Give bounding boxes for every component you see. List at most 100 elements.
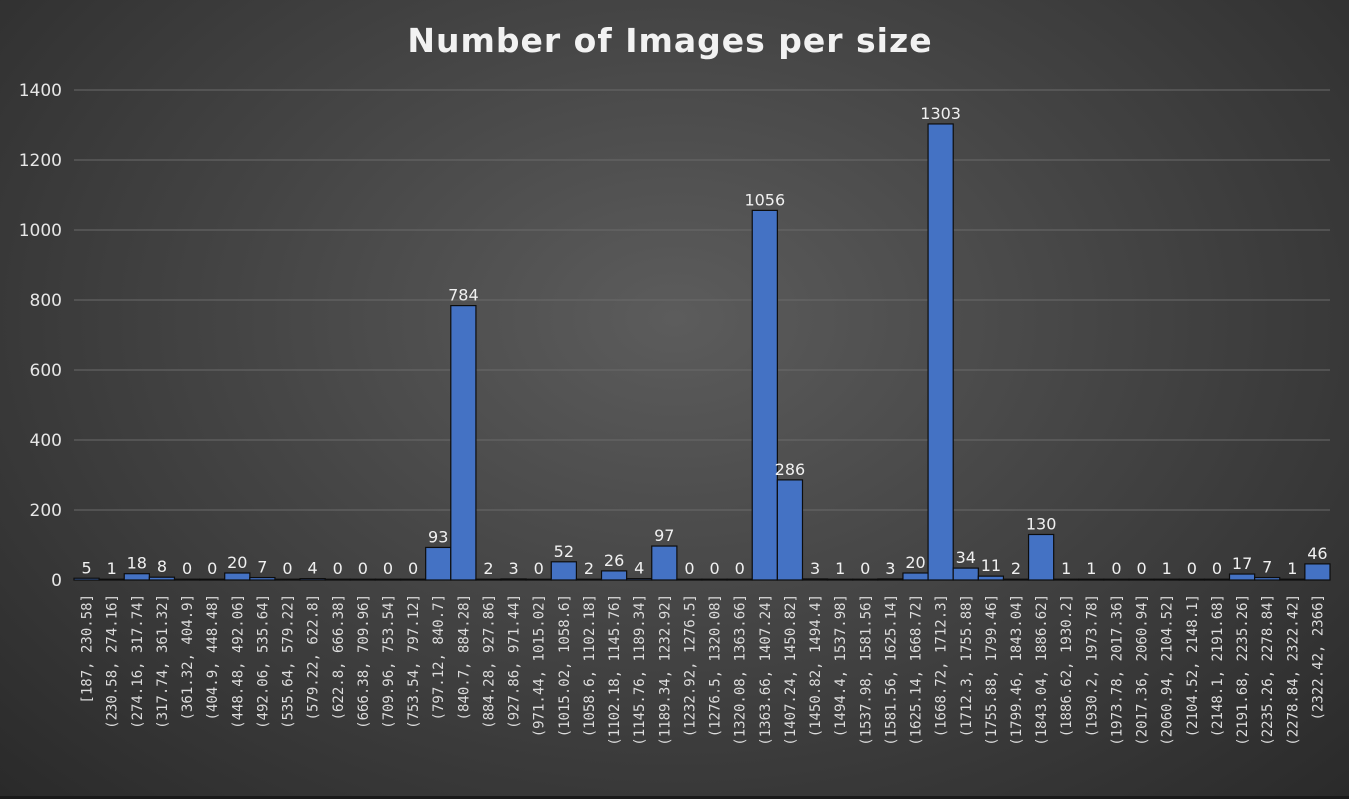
x-tick-label: (230.58, 274.16] <box>105 594 121 729</box>
data-label: 0 <box>383 559 393 578</box>
bar <box>1153 578 1180 581</box>
bar <box>324 578 351 581</box>
data-label: 11 <box>981 556 1001 575</box>
bar <box>224 572 251 581</box>
bar <box>575 578 603 581</box>
data-label: 1303 <box>920 104 961 123</box>
bar <box>199 578 226 581</box>
x-tick-label: (1363.66, 1407.24] <box>758 594 774 746</box>
bar <box>525 578 552 581</box>
data-label: 130 <box>1026 515 1057 534</box>
x-tick-label: (317.74, 361.32] <box>155 594 171 729</box>
x-tick-label: (274.16, 317.74] <box>130 594 146 729</box>
bar <box>1178 578 1206 581</box>
x-tick-label: (2278.84, 2322.42] <box>1285 594 1301 746</box>
data-label: 1 <box>1086 559 1096 578</box>
data-label: 4 <box>634 559 644 578</box>
bar <box>349 578 377 581</box>
gridlines <box>74 89 1330 581</box>
x-tick-label: (492.06, 535.64] <box>255 594 271 729</box>
data-label: 784 <box>448 286 479 305</box>
data-label: 0 <box>408 559 418 578</box>
chart-title: Number of Images per size <box>407 21 932 60</box>
x-tick-label: (971.44, 1015.02] <box>532 594 548 737</box>
bar <box>852 578 879 581</box>
x-tick-label: (2322.42, 2366] <box>1310 594 1326 720</box>
x-tick-label: (535.64, 579.22] <box>281 594 297 729</box>
bar <box>450 305 477 581</box>
y-tick-label: 1400 <box>19 81 62 101</box>
data-label: 0 <box>358 559 368 578</box>
x-tick-label: (1581.56, 1625.14] <box>883 594 899 746</box>
x-tick-label: (2017.36, 2060.94] <box>1135 594 1151 746</box>
bar <box>1279 578 1306 581</box>
x-tick-label: (840.7, 884.28] <box>456 594 472 720</box>
data-label: 1 <box>1287 559 1297 578</box>
bar <box>977 575 1005 581</box>
bar <box>1254 576 1281 581</box>
x-tick-label: (2060.94, 2104.52] <box>1160 594 1176 746</box>
bar <box>600 570 628 581</box>
data-label: 2 <box>584 559 594 578</box>
data-label: 0 <box>1111 559 1121 578</box>
data-label: 34 <box>956 548 976 567</box>
x-tick-label: (884.28, 927.86] <box>481 594 497 729</box>
bar <box>148 576 176 581</box>
x-tick-label: (1799.46, 1843.04] <box>1009 594 1025 746</box>
bar <box>1053 578 1080 581</box>
data-label: 52 <box>554 542 574 561</box>
data-label: 8 <box>157 557 167 576</box>
data-label: 18 <box>127 554 147 573</box>
x-tick-label: (2235.26, 2278.84] <box>1260 594 1276 746</box>
x-tick-label: (1320.08, 1363.66] <box>733 594 749 746</box>
bar <box>500 578 527 581</box>
data-label: 1 <box>1061 559 1071 578</box>
x-tick-label: (1886.62, 1930.2] <box>1059 594 1075 737</box>
x-tick-label: (1145.76, 1189.34] <box>632 594 648 746</box>
data-label: 93 <box>428 527 448 546</box>
bar <box>676 578 703 581</box>
x-tick-label: (1843.04, 1886.62] <box>1034 594 1050 746</box>
x-tick-label: (1407.24, 1450.82] <box>783 594 799 746</box>
x-tick-label: (1494.4, 1537.98] <box>833 594 849 737</box>
data-label: 1 <box>107 559 117 578</box>
y-tick-label: 200 <box>30 501 62 521</box>
data-label: 286 <box>775 460 806 479</box>
bar <box>927 123 954 581</box>
bar <box>1304 563 1331 581</box>
data-label: 0 <box>282 559 292 578</box>
bar <box>123 573 150 581</box>
data-label: 5 <box>81 558 91 577</box>
data-label: 0 <box>182 559 192 578</box>
bar <box>651 545 678 581</box>
data-label: 1 <box>835 559 845 578</box>
data-label: 97 <box>654 526 674 545</box>
data-label: 0 <box>1137 559 1147 578</box>
x-tick-label: (2104.52, 2148.1] <box>1185 594 1201 737</box>
data-label: 3 <box>509 559 519 578</box>
x-tick-label: (579.22, 622.8] <box>306 594 322 720</box>
data-label: 1 <box>1162 559 1172 578</box>
y-tick-label: 1200 <box>19 151 62 171</box>
bar <box>550 561 578 581</box>
data-label: 0 <box>860 559 870 578</box>
data-label: 3 <box>885 559 895 578</box>
x-tick-label: (927.86, 971.44] <box>507 594 523 729</box>
x-tick-label: (1015.02, 1058.6] <box>557 594 573 737</box>
data-label: 2 <box>1011 559 1021 578</box>
bar <box>1103 578 1130 581</box>
bar <box>299 577 326 581</box>
bar <box>902 572 929 581</box>
data-label: 26 <box>604 551 624 570</box>
data-label: 0 <box>1187 559 1197 578</box>
y-axis-ticks: 0 200 400 600 800 1000 1200 1400 <box>19 81 62 591</box>
bar <box>626 577 653 581</box>
bar <box>475 578 502 581</box>
data-label: 0 <box>207 559 217 578</box>
x-tick-label: (622.8, 666.38] <box>331 594 347 720</box>
y-tick-label: 600 <box>30 361 62 381</box>
data-label: 46 <box>1307 544 1327 563</box>
y-tick-label: 1000 <box>19 221 62 241</box>
bar <box>1002 578 1030 581</box>
